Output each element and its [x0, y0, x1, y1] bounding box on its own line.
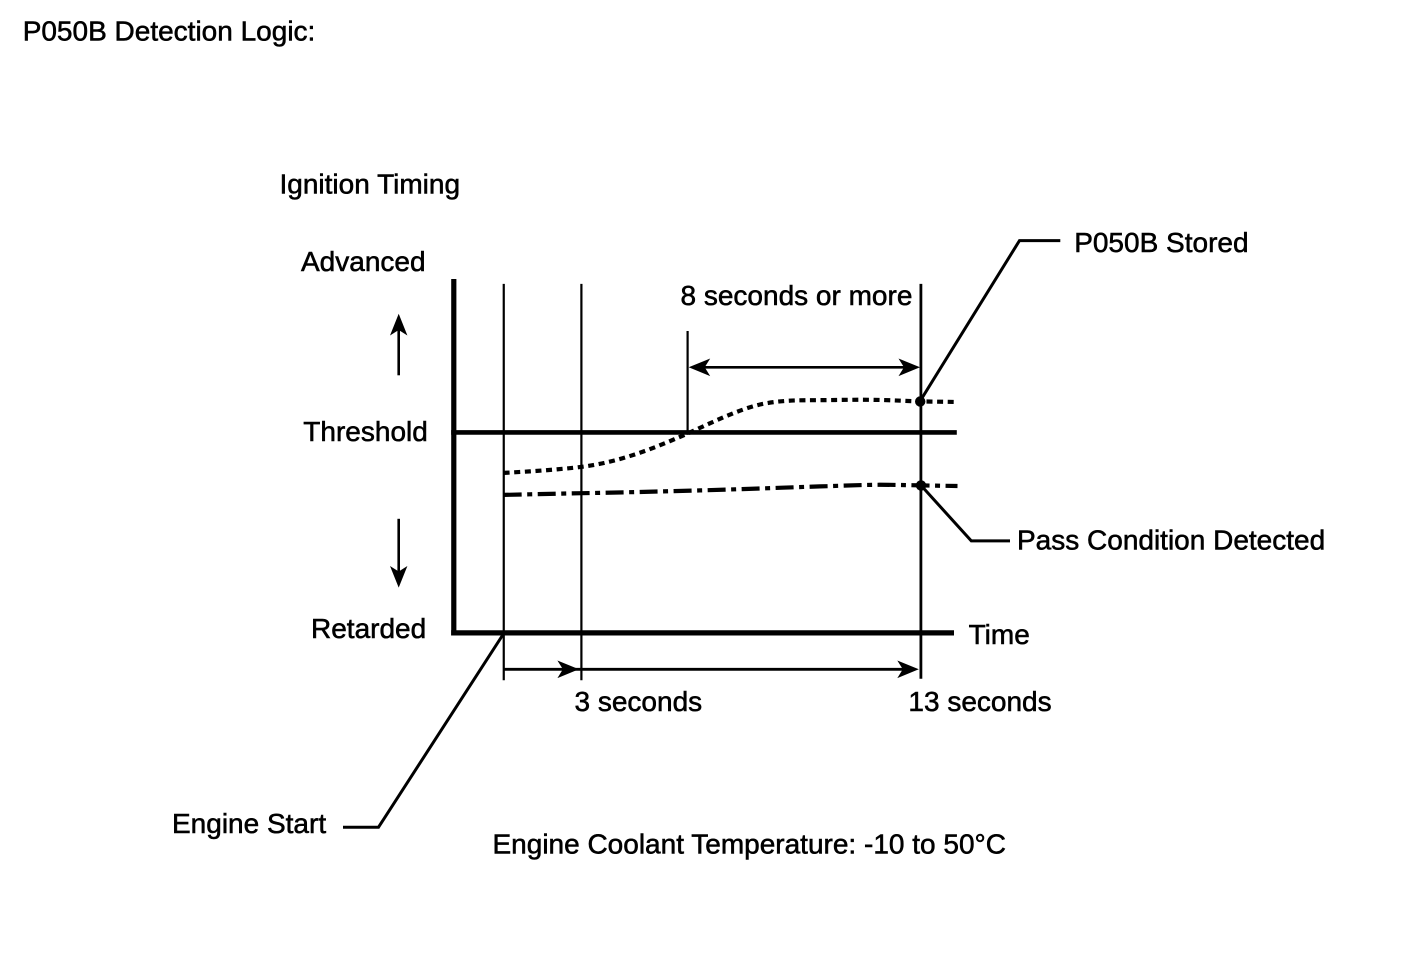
svg-text:Threshold: Threshold [303, 416, 428, 447]
svg-text:8 seconds or more: 8 seconds or more [681, 280, 913, 311]
svg-text:P050B Detection Logic:: P050B Detection Logic: [23, 15, 316, 46]
svg-text:P050B Stored: P050B Stored [1074, 227, 1248, 258]
svg-text:Time: Time [969, 619, 1030, 650]
svg-text:Engine Coolant Temperature: -1: Engine Coolant Temperature: -10 to 50°C [493, 828, 1006, 859]
svg-text:Retarded: Retarded [311, 613, 426, 644]
svg-text:Ignition Timing: Ignition Timing [280, 169, 461, 200]
svg-text:Pass Condition Detected: Pass Condition Detected [1017, 525, 1325, 556]
svg-text:Advanced: Advanced [301, 246, 426, 277]
svg-text:13 seconds: 13 seconds [908, 686, 1051, 717]
svg-text:3 seconds: 3 seconds [575, 686, 703, 717]
svg-text:Engine Start: Engine Start [172, 808, 326, 839]
